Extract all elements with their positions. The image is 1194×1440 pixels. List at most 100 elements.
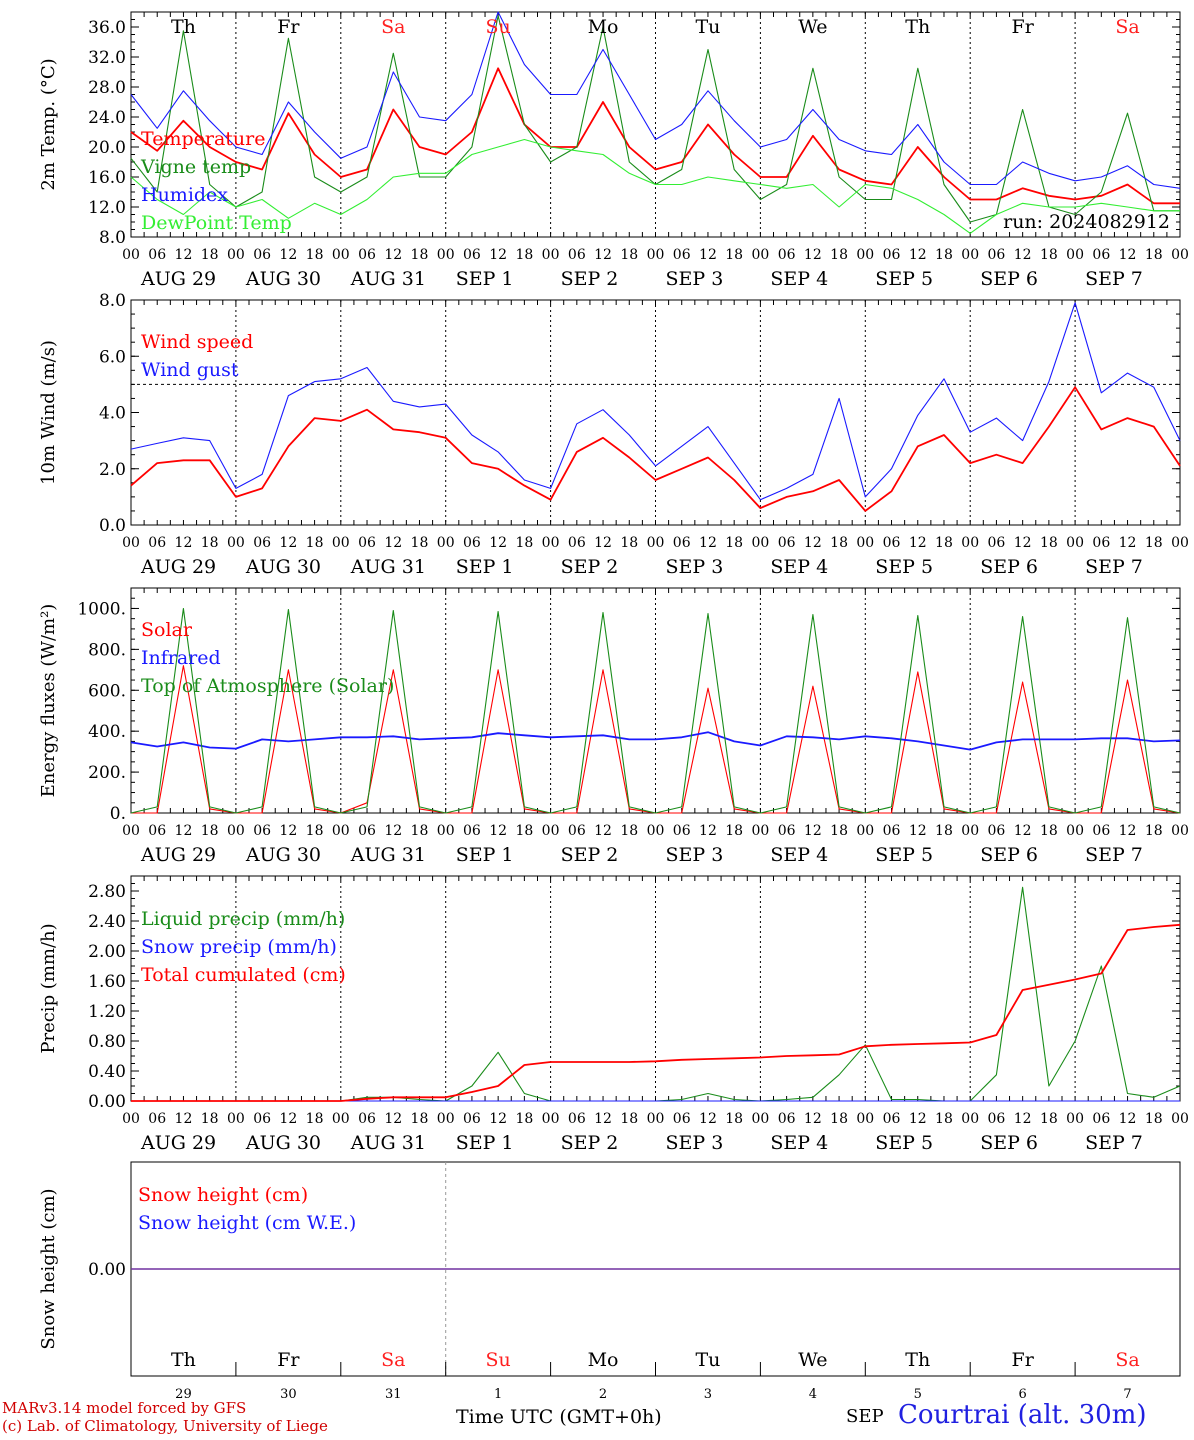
hour-label: 00 <box>1171 247 1189 263</box>
hour-label: 12 <box>804 823 822 839</box>
legend-entry: Wind speed <box>141 331 253 353</box>
hour-label: 06 <box>253 535 271 551</box>
hour-label: 18 <box>201 247 219 263</box>
legend-entry: Total cumulated (cm) <box>141 964 346 986</box>
y-tick-label: 0.00 <box>88 1260 126 1280</box>
y-tick-label: 2.00 <box>88 942 126 962</box>
y-tick-label: 1000. <box>77 599 126 619</box>
hour-label: 00 <box>647 1111 665 1127</box>
hour-label: 18 <box>201 535 219 551</box>
hour-label: 18 <box>620 247 638 263</box>
weekday-label: Mo <box>588 16 619 38</box>
date-label: SEP 3 <box>666 1132 724 1154</box>
y-axis-label: Precip (mm/h) <box>38 923 59 1053</box>
hour-label: 06 <box>358 535 376 551</box>
y-tick-label: 0.0 <box>99 516 126 536</box>
hour-label: 00 <box>1066 1111 1084 1127</box>
hour-label: 12 <box>699 823 717 839</box>
hour-label: 18 <box>306 1111 324 1127</box>
date-label: SEP 1 <box>456 844 514 866</box>
weekday-label: Mo <box>588 1349 619 1371</box>
y-tick-label: 8.0 <box>99 228 126 248</box>
hour-label: 18 <box>830 535 848 551</box>
date-label: SEP 3 <box>666 556 724 578</box>
weekday-label: Th <box>171 16 196 38</box>
hour-label: 00 <box>542 823 560 839</box>
hour-label: 06 <box>358 247 376 263</box>
hour-label: 00 <box>647 247 665 263</box>
y-axis-label: Snow height (cm) <box>38 1188 59 1349</box>
hour-label: 18 <box>411 535 429 551</box>
hour-label: 00 <box>437 247 455 263</box>
hour-label: 12 <box>1014 1111 1032 1127</box>
date-label: SEP 1 <box>456 1132 514 1154</box>
hour-label: 12 <box>1119 535 1137 551</box>
weekday-label: Th <box>905 1349 930 1371</box>
hour-label: 06 <box>253 1111 271 1127</box>
hour-label: 18 <box>935 247 953 263</box>
date-label: SEP 2 <box>561 268 619 290</box>
hour-label: 00 <box>227 1111 245 1127</box>
series-line-wind-gust <box>130 302 1181 501</box>
y-tick-label: 600. <box>88 681 126 701</box>
hour-label: 06 <box>1092 247 1110 263</box>
hour-label: 06 <box>778 535 796 551</box>
hour-label: 12 <box>1119 1111 1137 1127</box>
hour-label: 18 <box>201 823 219 839</box>
hour-label: 06 <box>673 823 691 839</box>
hour-label: 00 <box>856 1111 874 1127</box>
y-tick-label: 12.0 <box>88 198 126 218</box>
date-label: AUG 31 <box>350 268 426 290</box>
date-label: SEP 5 <box>875 844 933 866</box>
date-label: SEP 4 <box>770 556 828 578</box>
panel-2: 0.0 2.0 4.0 6.0 8.0 10m Wind (m/s) Wind speed W… <box>38 291 1189 578</box>
model-credits: MARv3.14 model forced by GFS (c) Lab. of… <box>2 1399 328 1435</box>
date-label: SEP 6 <box>980 268 1038 290</box>
hour-label: 00 <box>122 1111 140 1127</box>
hour-label: 00 <box>332 247 350 263</box>
hour-label: 06 <box>883 1111 901 1127</box>
day-number-label: 7 <box>1123 1387 1131 1402</box>
weekday-label: Fr <box>1012 16 1035 38</box>
date-label: SEP 4 <box>770 844 828 866</box>
station-label: Courtrai (alt. 30m) <box>898 1400 1147 1430</box>
hour-label: 12 <box>279 535 297 551</box>
series-line-temperature <box>130 67 1180 205</box>
weekday-label: We <box>798 16 827 38</box>
y-tick-label: 0.80 <box>88 1032 126 1052</box>
day-number-label: 2 <box>599 1387 607 1402</box>
hour-label: 18 <box>830 823 848 839</box>
day-number-label: 29 <box>175 1387 192 1402</box>
hour-label: 06 <box>988 1111 1006 1127</box>
hour-label: 12 <box>909 535 927 551</box>
hour-label: 12 <box>384 247 402 263</box>
hour-label: 00 <box>122 823 140 839</box>
hour-label: 12 <box>594 535 612 551</box>
day-number-label: 6 <box>1019 1387 1027 1402</box>
legend-entry: Snow height (cm W.E.) <box>138 1212 356 1234</box>
hour-label: 06 <box>778 247 796 263</box>
hour-label: 06 <box>1092 1111 1110 1127</box>
hour-label: 00 <box>1171 1111 1189 1127</box>
hour-label: 12 <box>384 535 402 551</box>
y-tick-label: 4.0 <box>99 404 126 424</box>
hour-label: 18 <box>515 535 533 551</box>
panel-3: 0. 200. 400. 600. 800. 1000. Energy fluxes (W/… <box>38 587 1189 866</box>
hour-label: 00 <box>227 535 245 551</box>
hour-label: 06 <box>673 247 691 263</box>
series-line-humidex <box>130 11 1181 189</box>
hour-label: 00 <box>437 1111 455 1127</box>
date-label: AUG 29 <box>140 1132 216 1154</box>
hour-label: 18 <box>1145 247 1163 263</box>
hour-label: 00 <box>856 247 874 263</box>
hour-label: 18 <box>201 1111 219 1127</box>
y-tick-label: 200. <box>88 763 126 783</box>
hour-label: 18 <box>725 823 743 839</box>
time-axis-label: Time UTC (GMT+0h) <box>456 1406 662 1428</box>
y-tick-label: 0. <box>110 804 126 824</box>
hour-label: 06 <box>1092 823 1110 839</box>
legend-entry: Top of Atmosphere (Solar) <box>141 675 394 697</box>
hour-label: 06 <box>778 823 796 839</box>
weekday-label: Fr <box>1012 1349 1035 1371</box>
date-label: SEP 7 <box>1085 844 1143 866</box>
